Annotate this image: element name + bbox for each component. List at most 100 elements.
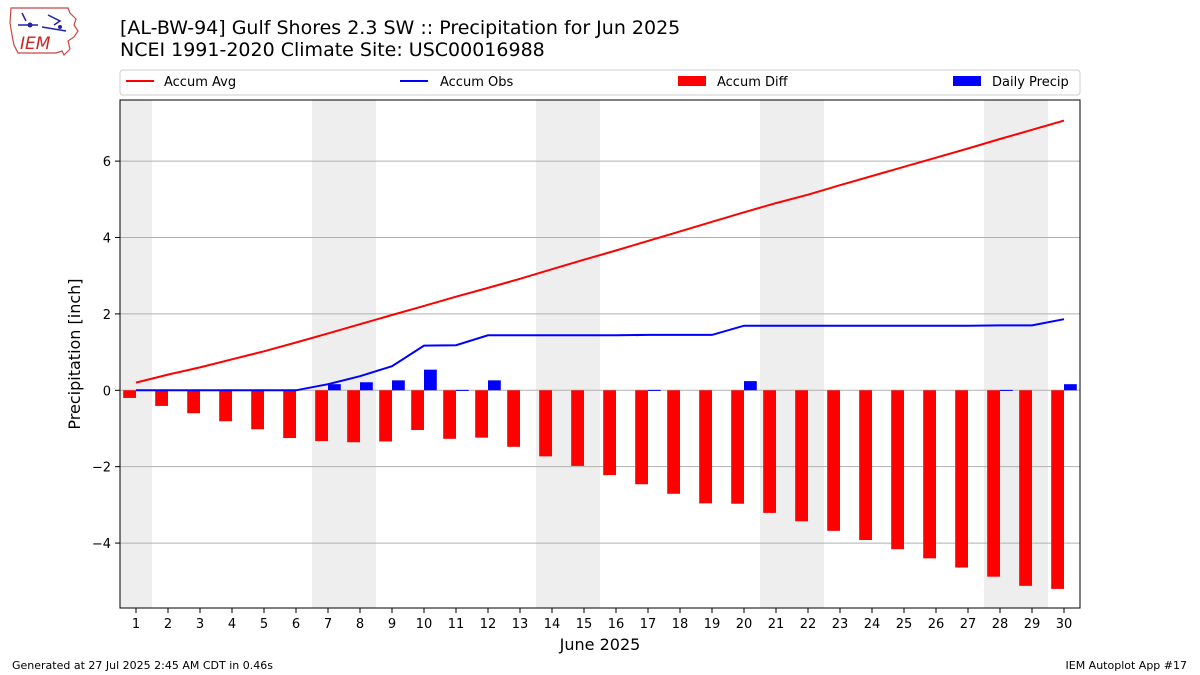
legend-box <box>119 69 1081 96</box>
diff-bar-day-9 <box>379 390 392 442</box>
diff-bar-day-26 <box>923 390 936 559</box>
diff-bar-day-1 <box>123 390 136 398</box>
x-tick-label: 29 <box>1024 617 1041 632</box>
weekend-shade-day-1 <box>120 100 152 608</box>
diff-bar-day-4 <box>219 390 232 422</box>
x-tick-label: 10 <box>416 617 433 632</box>
x-tick-label: 14 <box>544 617 561 632</box>
x-tick-label: 25 <box>896 617 913 632</box>
x-tick-label: 20 <box>736 617 753 632</box>
bars <box>123 369 1077 589</box>
generated-timestamp: Generated at 27 Jul 2025 2:45 AM CDT in … <box>12 659 273 672</box>
x-tick-label: 11 <box>448 617 465 632</box>
daily-precip-bar-day-17 <box>648 389 661 391</box>
x-tick-label: 5 <box>260 617 268 632</box>
x-tick-label: 13 <box>512 617 529 632</box>
weekend-shade-day-22 <box>792 100 824 608</box>
daily-precip-bar-day-9 <box>392 380 405 391</box>
legend-obs-label: Accum Obs <box>440 75 513 90</box>
x-axis-label: June 2025 <box>559 635 641 654</box>
diff-bar-day-14 <box>539 390 552 457</box>
diff-bar-day-29 <box>1019 390 1032 586</box>
daily-precip-bar-day-20 <box>744 381 757 391</box>
diff-bar-day-21 <box>763 390 776 513</box>
y-tick-label: 0 <box>103 384 111 399</box>
y-tick-label: 4 <box>103 232 111 247</box>
diff-bar-day-22 <box>795 390 808 522</box>
legend-diff-swatch <box>678 76 706 86</box>
legend: Accum Avg Accum Obs Accum Diff Daily Pre… <box>119 69 1081 96</box>
legend-daily-swatch <box>953 76 981 86</box>
diff-bar-day-25 <box>891 390 904 550</box>
weekend-shade-day-15 <box>568 100 600 608</box>
legend-diff-label: Accum Diff <box>717 75 789 90</box>
diff-bar-day-23 <box>827 390 840 531</box>
chart-title-line2: NCEI 1991-2020 Climate Site: USC00016988 <box>120 39 545 61</box>
y-tick-label: 2 <box>103 308 111 323</box>
y-tick-label: 6 <box>103 155 111 170</box>
legend-avg-label: Accum Avg <box>164 75 236 90</box>
daily-precip-bar-day-10 <box>424 369 437 391</box>
weekend-shade-day-8 <box>344 100 376 608</box>
x-tick-label: 22 <box>800 617 817 632</box>
autoplot-app-label: IEM Autoplot App #17 <box>1065 659 1188 672</box>
chart-title: [AL-BW-94] Gulf Shores 2.3 SW :: Precipi… <box>120 17 680 61</box>
diff-bar-day-11 <box>443 390 456 439</box>
diff-bar-day-13 <box>507 390 520 447</box>
daily-precip-bar-day-8 <box>360 382 373 391</box>
diff-bar-day-3 <box>187 390 200 414</box>
x-tick-label: 21 <box>768 617 785 632</box>
daily-precip-bar-day-7 <box>328 384 341 391</box>
x-tick-label: 15 <box>576 617 593 632</box>
weekend-shade-day-14 <box>536 100 568 608</box>
x-tick-label: 18 <box>672 617 689 632</box>
diff-bar-day-8 <box>347 390 360 443</box>
diff-bar-day-12 <box>475 390 488 438</box>
y-tick-label: −2 <box>92 461 111 476</box>
x-tick-label: 6 <box>292 617 300 632</box>
diff-bar-day-6 <box>283 390 296 439</box>
legend-daily-label: Daily Precip <box>992 75 1069 90</box>
plot-frame <box>119 99 1081 609</box>
y-axis-label: Precipitation [inch] <box>65 278 84 429</box>
diff-bar-day-7 <box>315 390 328 442</box>
x-tick-label: 28 <box>992 617 1009 632</box>
daily-precip-bar-day-12 <box>488 380 501 391</box>
diff-bar-day-19 <box>699 390 712 504</box>
diff-bar-day-10 <box>411 390 424 431</box>
x-tick-label: 2 <box>164 617 172 632</box>
x-tick-label: 24 <box>864 617 881 632</box>
x-tick-label: 26 <box>928 617 945 632</box>
x-tick-label: 27 <box>960 617 977 632</box>
diff-bar-day-16 <box>603 390 616 476</box>
x-tick-label: 12 <box>480 617 497 632</box>
x-tick-label: 3 <box>196 617 204 632</box>
accum-obs-line <box>136 318 1065 392</box>
x-tick-label: 4 <box>228 617 236 632</box>
diff-bar-day-5 <box>251 390 264 430</box>
diff-bar-day-28 <box>987 390 1000 577</box>
x-tick-label: 8 <box>356 617 364 632</box>
diff-bar-day-2 <box>155 390 168 406</box>
diff-bar-day-30 <box>1051 390 1064 589</box>
diff-bar-day-18 <box>667 390 680 494</box>
x-tick-label: 19 <box>704 617 721 632</box>
diff-bar-day-24 <box>859 390 872 541</box>
daily-precip-bar-day-11 <box>456 389 469 391</box>
x-tick-label: 1 <box>132 617 140 632</box>
daily-precip-bar-day-28 <box>1000 389 1013 391</box>
weekend-shade-day-21 <box>760 100 792 608</box>
x-tick-label: 17 <box>640 617 657 632</box>
iem-logo: IEM <box>8 5 84 63</box>
diff-bar-day-20 <box>731 390 744 504</box>
x-tick-label: 23 <box>832 617 849 632</box>
daily-precip-bar-day-30 <box>1064 384 1077 391</box>
diff-bar-day-15 <box>571 390 584 466</box>
iem-logo-text: IEM <box>20 34 51 54</box>
diff-bar-day-17 <box>635 390 648 485</box>
diff-bar-day-27 <box>955 390 968 568</box>
x-tick-label: 16 <box>608 617 625 632</box>
x-tick-label: 30 <box>1056 617 1073 632</box>
